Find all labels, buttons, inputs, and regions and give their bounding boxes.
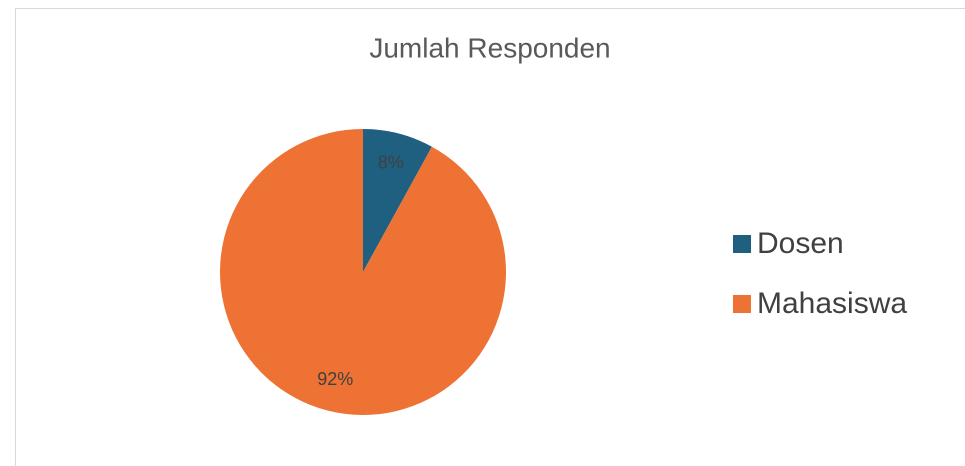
pie-slice: [220, 129, 507, 415]
legend-swatch: [733, 235, 751, 253]
pie-slice: [363, 129, 432, 272]
data-label: 92%: [317, 369, 353, 389]
chart-title: Jumlah Responden: [369, 32, 610, 63]
legend-label: Dosen: [757, 227, 844, 260]
legend-label: Mahasiswa: [757, 287, 907, 320]
data-label: 8%: [378, 153, 404, 173]
legend-swatch: [733, 295, 751, 313]
